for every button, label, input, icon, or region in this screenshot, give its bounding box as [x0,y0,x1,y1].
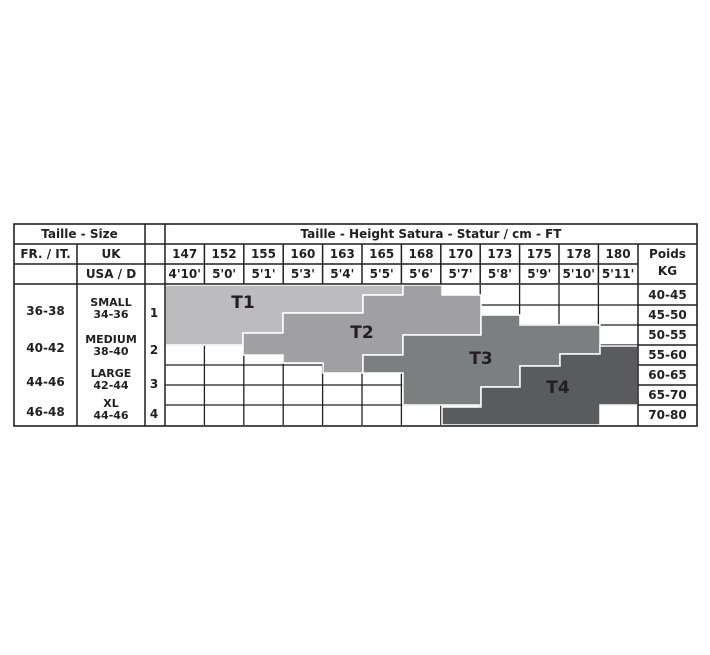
weight-kg: 65-70 [648,388,687,402]
size-uk-range: 38-40 [93,345,129,358]
zone-t4 [441,345,639,426]
height-ft: 5'6' [409,267,434,281]
height-cm: 165 [369,247,395,261]
size-number: 1 [149,306,159,320]
size-fr-it: 40-42 [26,341,65,355]
uk-header: UK [101,247,121,261]
weight-kg: 60-65 [648,368,687,382]
height-cm: 152 [211,247,237,261]
weight-kg: 50-55 [648,328,687,342]
height-ft: 5'7' [448,267,473,281]
weight-unit: KG [657,264,678,278]
size-uk-range: 34-36 [93,308,129,321]
weight-title: Poids [649,247,686,261]
fr-it-header: FR. / IT. [20,247,71,261]
size-uk-name: SMALL [90,296,132,309]
size-title: Taille - Size [41,227,118,241]
size-uk-range: 42-44 [93,379,129,392]
usa-d-header: USA / D [85,267,137,281]
height-cm: 155 [250,247,277,261]
height-ft: 4'10' [168,267,201,281]
height-ft: 5'11' [601,267,635,281]
size-number: 3 [149,377,159,391]
height-ft: 5'10' [562,267,595,281]
size-uk-range: 44-46 [93,409,129,422]
height-cm: 173 [487,247,513,261]
height-cm: 168 [408,247,434,261]
size-uk-name: LARGE [90,367,132,380]
zone-label-t1: T1 [231,293,255,313]
size-uk-name: MEDIUM [85,333,137,346]
height-cm: 147 [172,247,198,261]
height-ft: 5'9' [527,267,552,281]
zone-label-t4: T4 [546,378,570,398]
weight-kg: 55-60 [648,348,687,362]
height-cm: 170 [447,247,474,261]
height-cm: 163 [329,247,355,261]
zone-label-t3: T3 [469,349,493,369]
size-uk-name: XL [103,397,119,410]
height-ft: 5'1' [251,267,276,281]
size-number: 2 [149,343,159,357]
height-ft: 5'8' [487,267,512,281]
size-fr-it: 36-38 [26,304,65,318]
weight-kg: 40-45 [648,288,687,302]
height-cm: 175 [526,247,552,261]
height-ft: 5'0' [212,267,237,281]
height-title: Taille - Height Satura - Statur / cm - F… [300,227,562,241]
weight-kg: 70-80 [648,408,687,422]
weight-kg: 45-50 [648,308,687,322]
height-cm: 178 [566,247,592,261]
size-number: 4 [149,407,159,421]
zone-label-t2: T2 [350,323,374,343]
height-cm: 180 [605,247,631,261]
size-fr-it: 44-46 [26,375,65,389]
height-cm: 160 [290,247,316,261]
height-ft: 5'3' [290,267,315,281]
height-ft: 5'4' [330,267,355,281]
size-fr-it: 46-48 [26,405,65,419]
height-ft: 5'5' [369,267,394,281]
